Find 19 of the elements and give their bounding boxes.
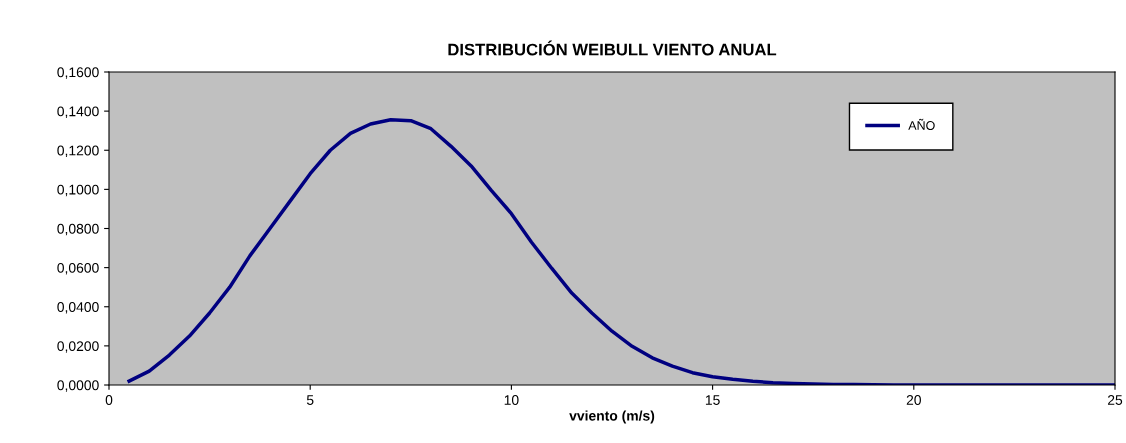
legend-label: AÑO — [908, 118, 935, 130]
x-tick-label: 25 — [1107, 395, 1123, 405]
x-tick-label: 15 — [705, 395, 720, 405]
x-tick-label: 10 — [504, 395, 519, 405]
x-tick-label: 5 — [306, 395, 314, 405]
y-tick-label: 0,0200 — [57, 341, 99, 353]
y-tick-label: 0,0800 — [57, 223, 99, 236]
y-tick-label: 0,0600 — [57, 262, 99, 275]
x-axis-title: vviento (m/s) — [569, 410, 655, 424]
x-tick-label: 0 — [105, 395, 113, 405]
y-tick-label: 0,0400 — [57, 302, 99, 314]
y-tick-label: 0,1200 — [57, 145, 99, 158]
y-tick-label: 0,1600 — [57, 67, 99, 79]
x-tick-label: 20 — [906, 395, 921, 405]
line-series — [127, 117, 1115, 385]
y-tick-label: 0,0000 — [57, 380, 99, 392]
chart-title: DISTRIBUCIÓN WEIBULL VIENTO ANUAL — [448, 40, 777, 56]
y-tick-label: 0,1400 — [57, 106, 99, 118]
y-tick-label: 0,1000 — [57, 184, 99, 197]
